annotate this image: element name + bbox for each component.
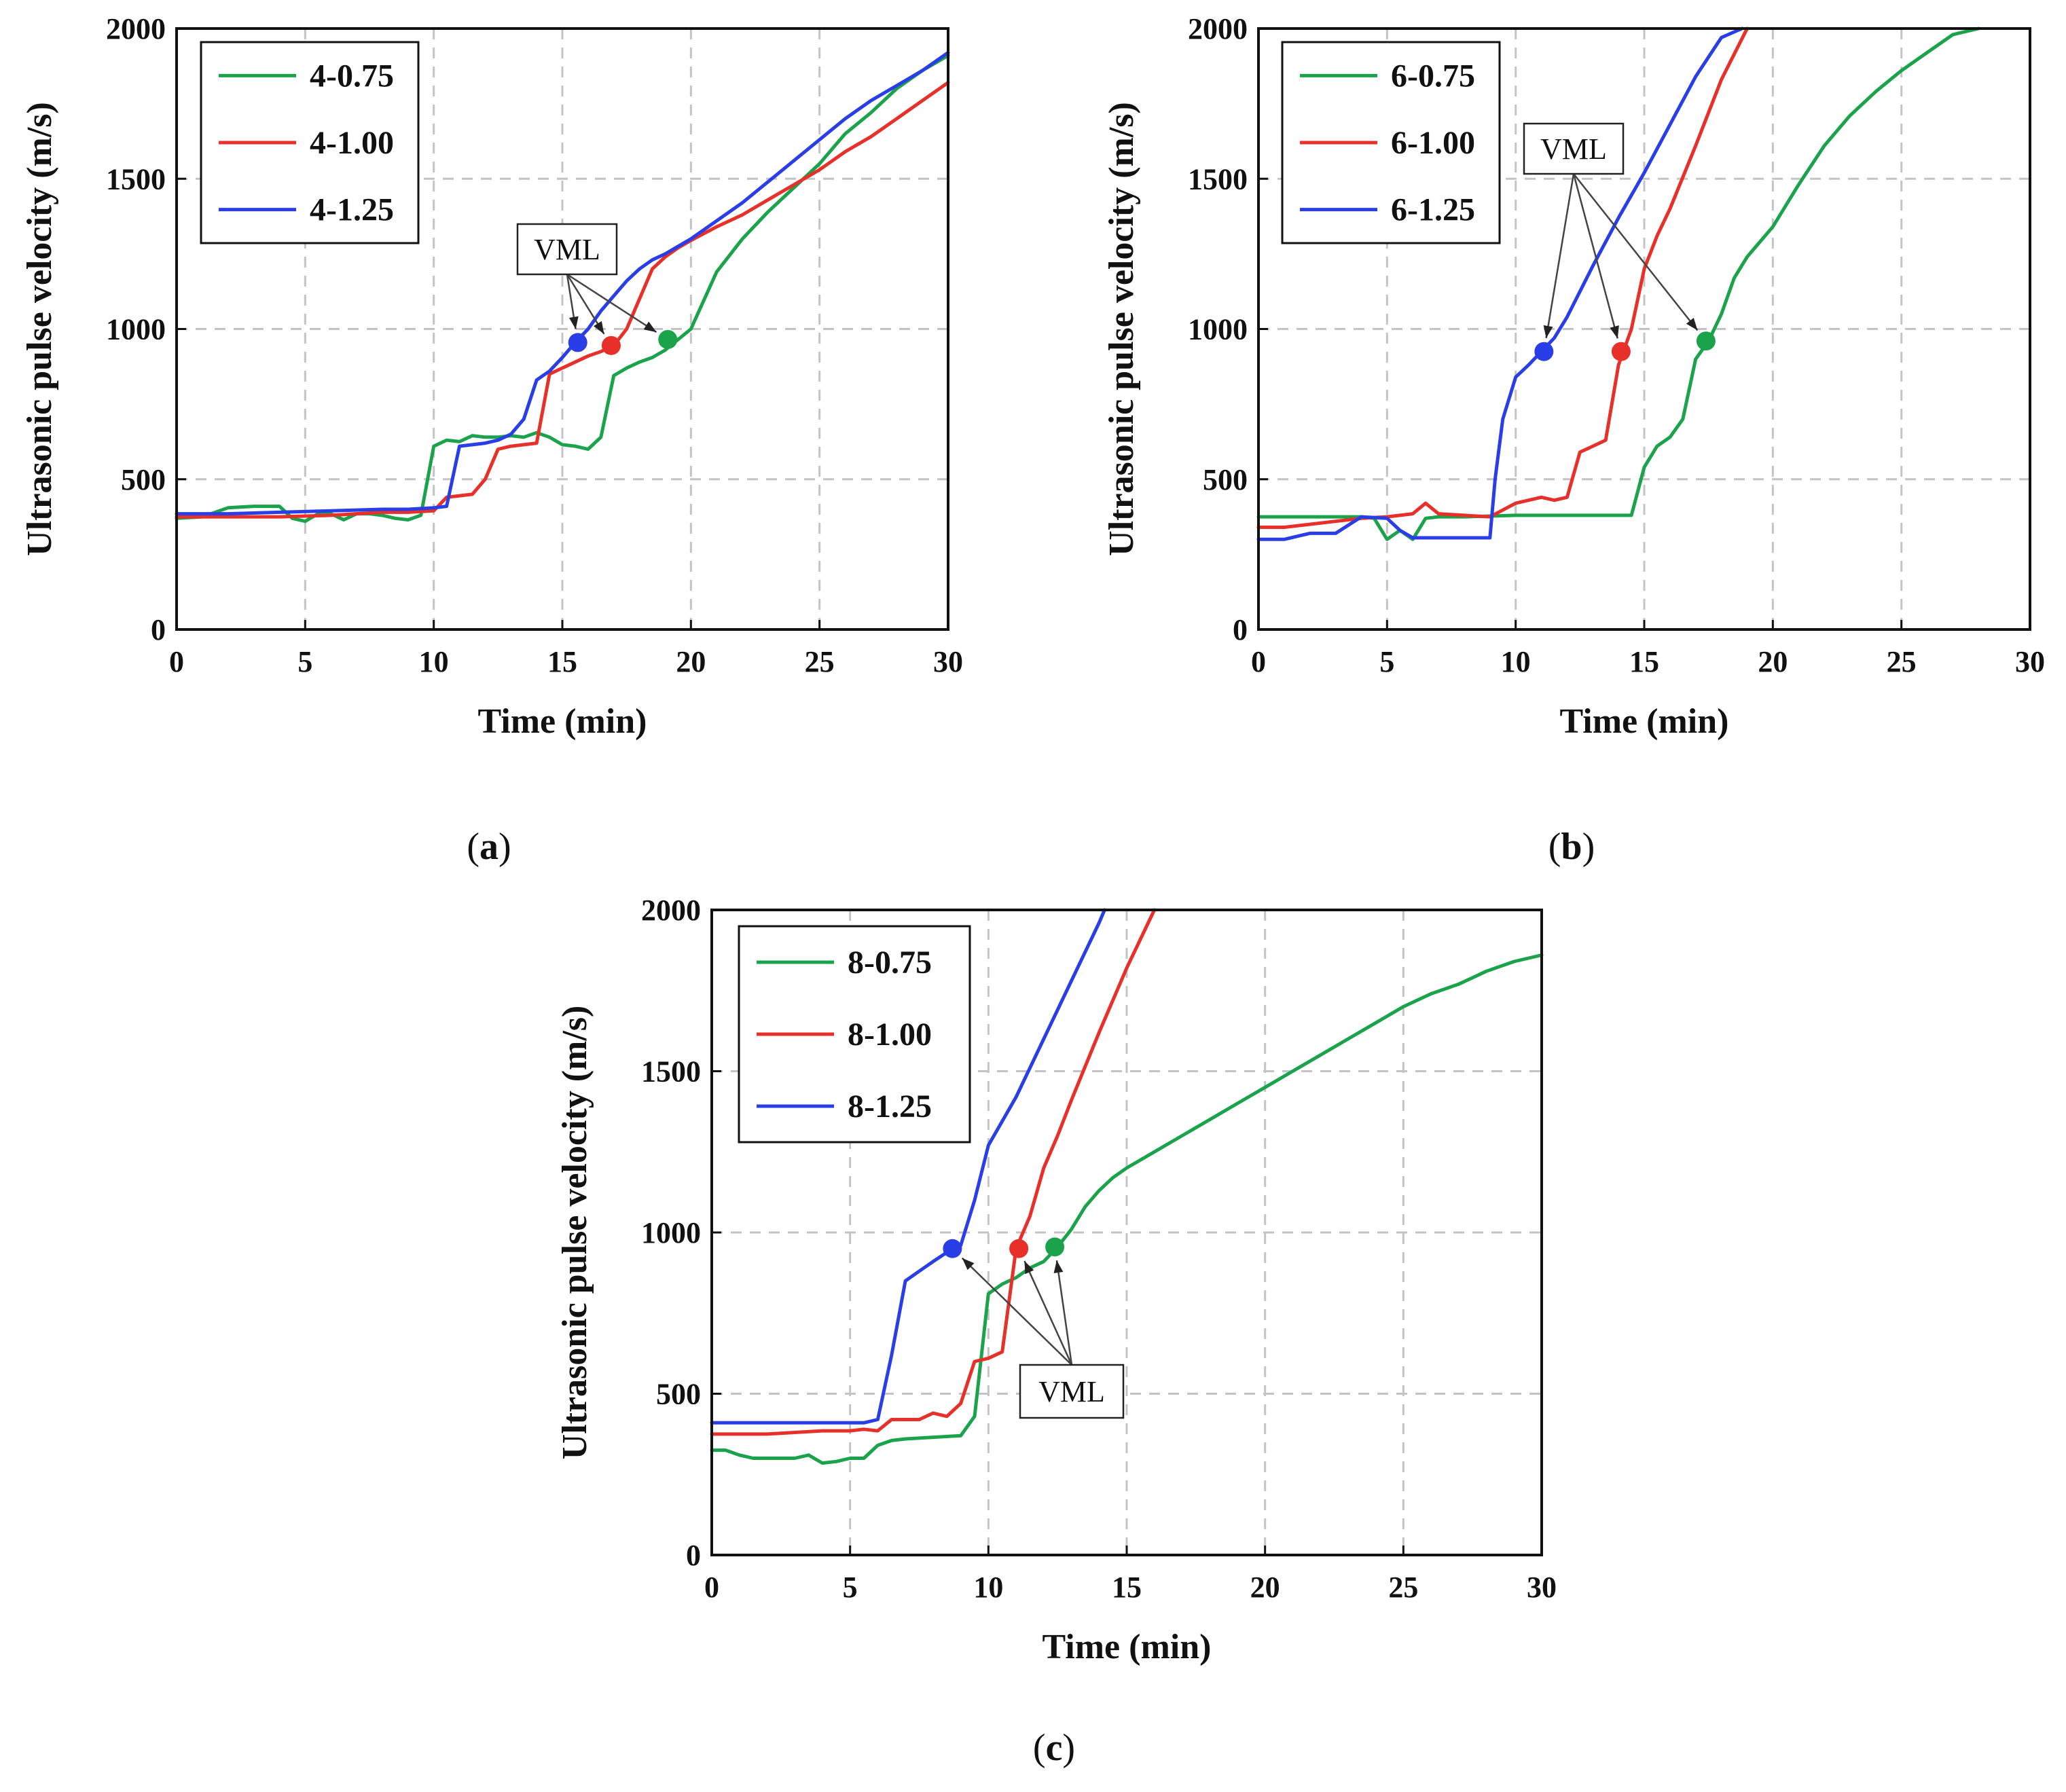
vml-marker-4-1.25 — [568, 333, 587, 352]
vml-label-box — [1523, 122, 1625, 175]
vml-arrow-head — [593, 321, 604, 334]
x-tick-label: 30 — [933, 645, 963, 678]
chart-panel-b: VML 0 5 10 15 20 25 30 0 500 1000 1500 2000 Time (min… — [1102, 12, 2045, 868]
vml-arrow-line — [1055, 1260, 1073, 1366]
y-tick-label: 2000 — [1188, 12, 1248, 45]
x-tick-label: 0 — [704, 1571, 719, 1604]
vml-arrow-head — [962, 1258, 975, 1270]
y-tick-label: 0 — [151, 613, 166, 646]
x-tick-label: 25 — [1388, 1571, 1418, 1604]
series-line-4-1.25 — [175, 50, 950, 516]
x-tick-label: 25 — [805, 645, 835, 678]
x-tick-label: 15 — [547, 645, 577, 678]
y-tick-label: 1000 — [106, 313, 166, 346]
vml-arrow-head — [1024, 1260, 1034, 1275]
x-axis-label: Time (min) — [478, 702, 647, 741]
vml-marker-4-0.75 — [658, 329, 678, 349]
x-tick-label: 25 — [1887, 645, 1917, 678]
y-axis-label: Ultrasonic pulse velocity (m/s) — [556, 1006, 594, 1460]
vml-marker-4-1.00 — [601, 335, 621, 355]
y-tick-label: 1500 — [1188, 162, 1248, 196]
vml-arrow-head — [1610, 325, 1619, 339]
x-tick-label: 0 — [1251, 645, 1266, 678]
panel-caption: (c) — [1033, 1727, 1075, 1769]
vml-label: VML — [1540, 132, 1607, 166]
vml-arrow-head — [568, 316, 579, 329]
y-tick-label: 1000 — [641, 1216, 701, 1249]
y-tick-label: 500 — [1203, 463, 1248, 496]
x-tick-label: 20 — [1758, 645, 1788, 678]
legend-label-6-1.25: 6-1.25 — [1391, 192, 1475, 228]
vml-label: VML — [534, 233, 600, 266]
series-line-8-0.75 — [710, 953, 1544, 1465]
x-axis-label: Time (min) — [1043, 1628, 1212, 1666]
series-line-4-1.00 — [175, 81, 950, 519]
vml-marker-6-1.00 — [1611, 342, 1631, 361]
vml-arrow-line — [1545, 173, 1575, 339]
series-line-8-1.00 — [710, 908, 1157, 1436]
y-tick-label: 0 — [1233, 613, 1248, 646]
vml-arrow-line — [961, 1257, 1072, 1366]
legend-label-6-1.00: 6-1.00 — [1391, 125, 1475, 161]
vml-marker-6-1.25 — [1534, 342, 1554, 361]
vml-arrow-head — [643, 321, 657, 333]
y-tick-label: 1500 — [106, 162, 166, 196]
y-tick-label: 1000 — [1188, 313, 1248, 346]
y-tick-label: 2000 — [641, 894, 701, 927]
y-axis-label: Ultrasonic pulse velocity (m/s) — [1102, 102, 1141, 556]
x-tick-label: 20 — [676, 645, 706, 678]
vml-arrow-head — [1686, 318, 1698, 331]
legend-label-4-1.00: 4-1.00 — [310, 125, 394, 161]
vml-marker-8-1.00 — [1009, 1239, 1029, 1258]
legend-label-8-0.75: 8-0.75 — [848, 945, 932, 981]
x-tick-label: 5 — [297, 645, 312, 678]
y-axis-label: Ultrasonic pulse velocity (m/s) — [20, 102, 59, 556]
legend-label-8-1.00: 8-1.00 — [848, 1017, 932, 1053]
x-tick-label: 10 — [973, 1571, 1003, 1604]
legend-label-4-1.25: 4-1.25 — [310, 192, 394, 228]
x-tick-label: 30 — [1527, 1571, 1557, 1604]
x-tick-label: 10 — [1501, 645, 1531, 678]
y-tick-label: 500 — [656, 1378, 701, 1411]
y-tick-label: 500 — [121, 463, 166, 496]
y-tick-label: 2000 — [106, 12, 166, 45]
x-tick-label: 10 — [419, 645, 449, 678]
vml-marker-8-1.25 — [943, 1239, 962, 1258]
vml-arrow-head — [1053, 1260, 1064, 1273]
vml-label-box — [516, 223, 618, 276]
vml-arrow-line — [1023, 1260, 1073, 1366]
panel-caption: (a) — [467, 826, 511, 868]
vml-marker-8-0.75 — [1045, 1237, 1065, 1257]
vml-label-box — [1019, 1364, 1125, 1419]
legend-label-8-1.25: 8-1.25 — [848, 1089, 932, 1124]
x-tick-label: 30 — [2015, 645, 2045, 678]
legend-label-6-0.75: 6-0.75 — [1391, 58, 1475, 94]
legend-label-4-0.75: 4-0.75 — [310, 58, 394, 94]
x-tick-label: 0 — [169, 645, 184, 678]
x-axis-label: Time (min) — [1560, 702, 1729, 741]
y-tick-label: 1500 — [641, 1055, 701, 1089]
vml-label: VML — [1038, 1375, 1105, 1408]
chart-panel-a: VML 0 5 10 15 20 25 30 0 500 1000 1500 2000 Time (min… — [20, 12, 963, 868]
panel-caption: (b) — [1548, 826, 1595, 868]
series-line-6-1.25 — [1256, 26, 1744, 541]
x-tick-label: 15 — [1629, 645, 1659, 678]
x-tick-label: 15 — [1112, 1571, 1142, 1604]
vml-marker-6-0.75 — [1696, 331, 1716, 351]
chart-panel-c: VML 0 5 10 15 20 25 30 0 500 1000 1500 2000 Time (min… — [556, 894, 1557, 1769]
series-line-8-1.25 — [710, 908, 1106, 1425]
vml-arrow-line — [1573, 173, 1699, 331]
vml-arrow-line — [566, 273, 657, 333]
x-tick-label: 20 — [1250, 1571, 1280, 1604]
vml-arrow-line — [1572, 173, 1618, 339]
x-tick-label: 5 — [1379, 645, 1394, 678]
y-tick-label: 0 — [686, 1539, 701, 1572]
x-tick-label: 5 — [843, 1571, 858, 1604]
vml-arrow-head — [1543, 325, 1553, 338]
